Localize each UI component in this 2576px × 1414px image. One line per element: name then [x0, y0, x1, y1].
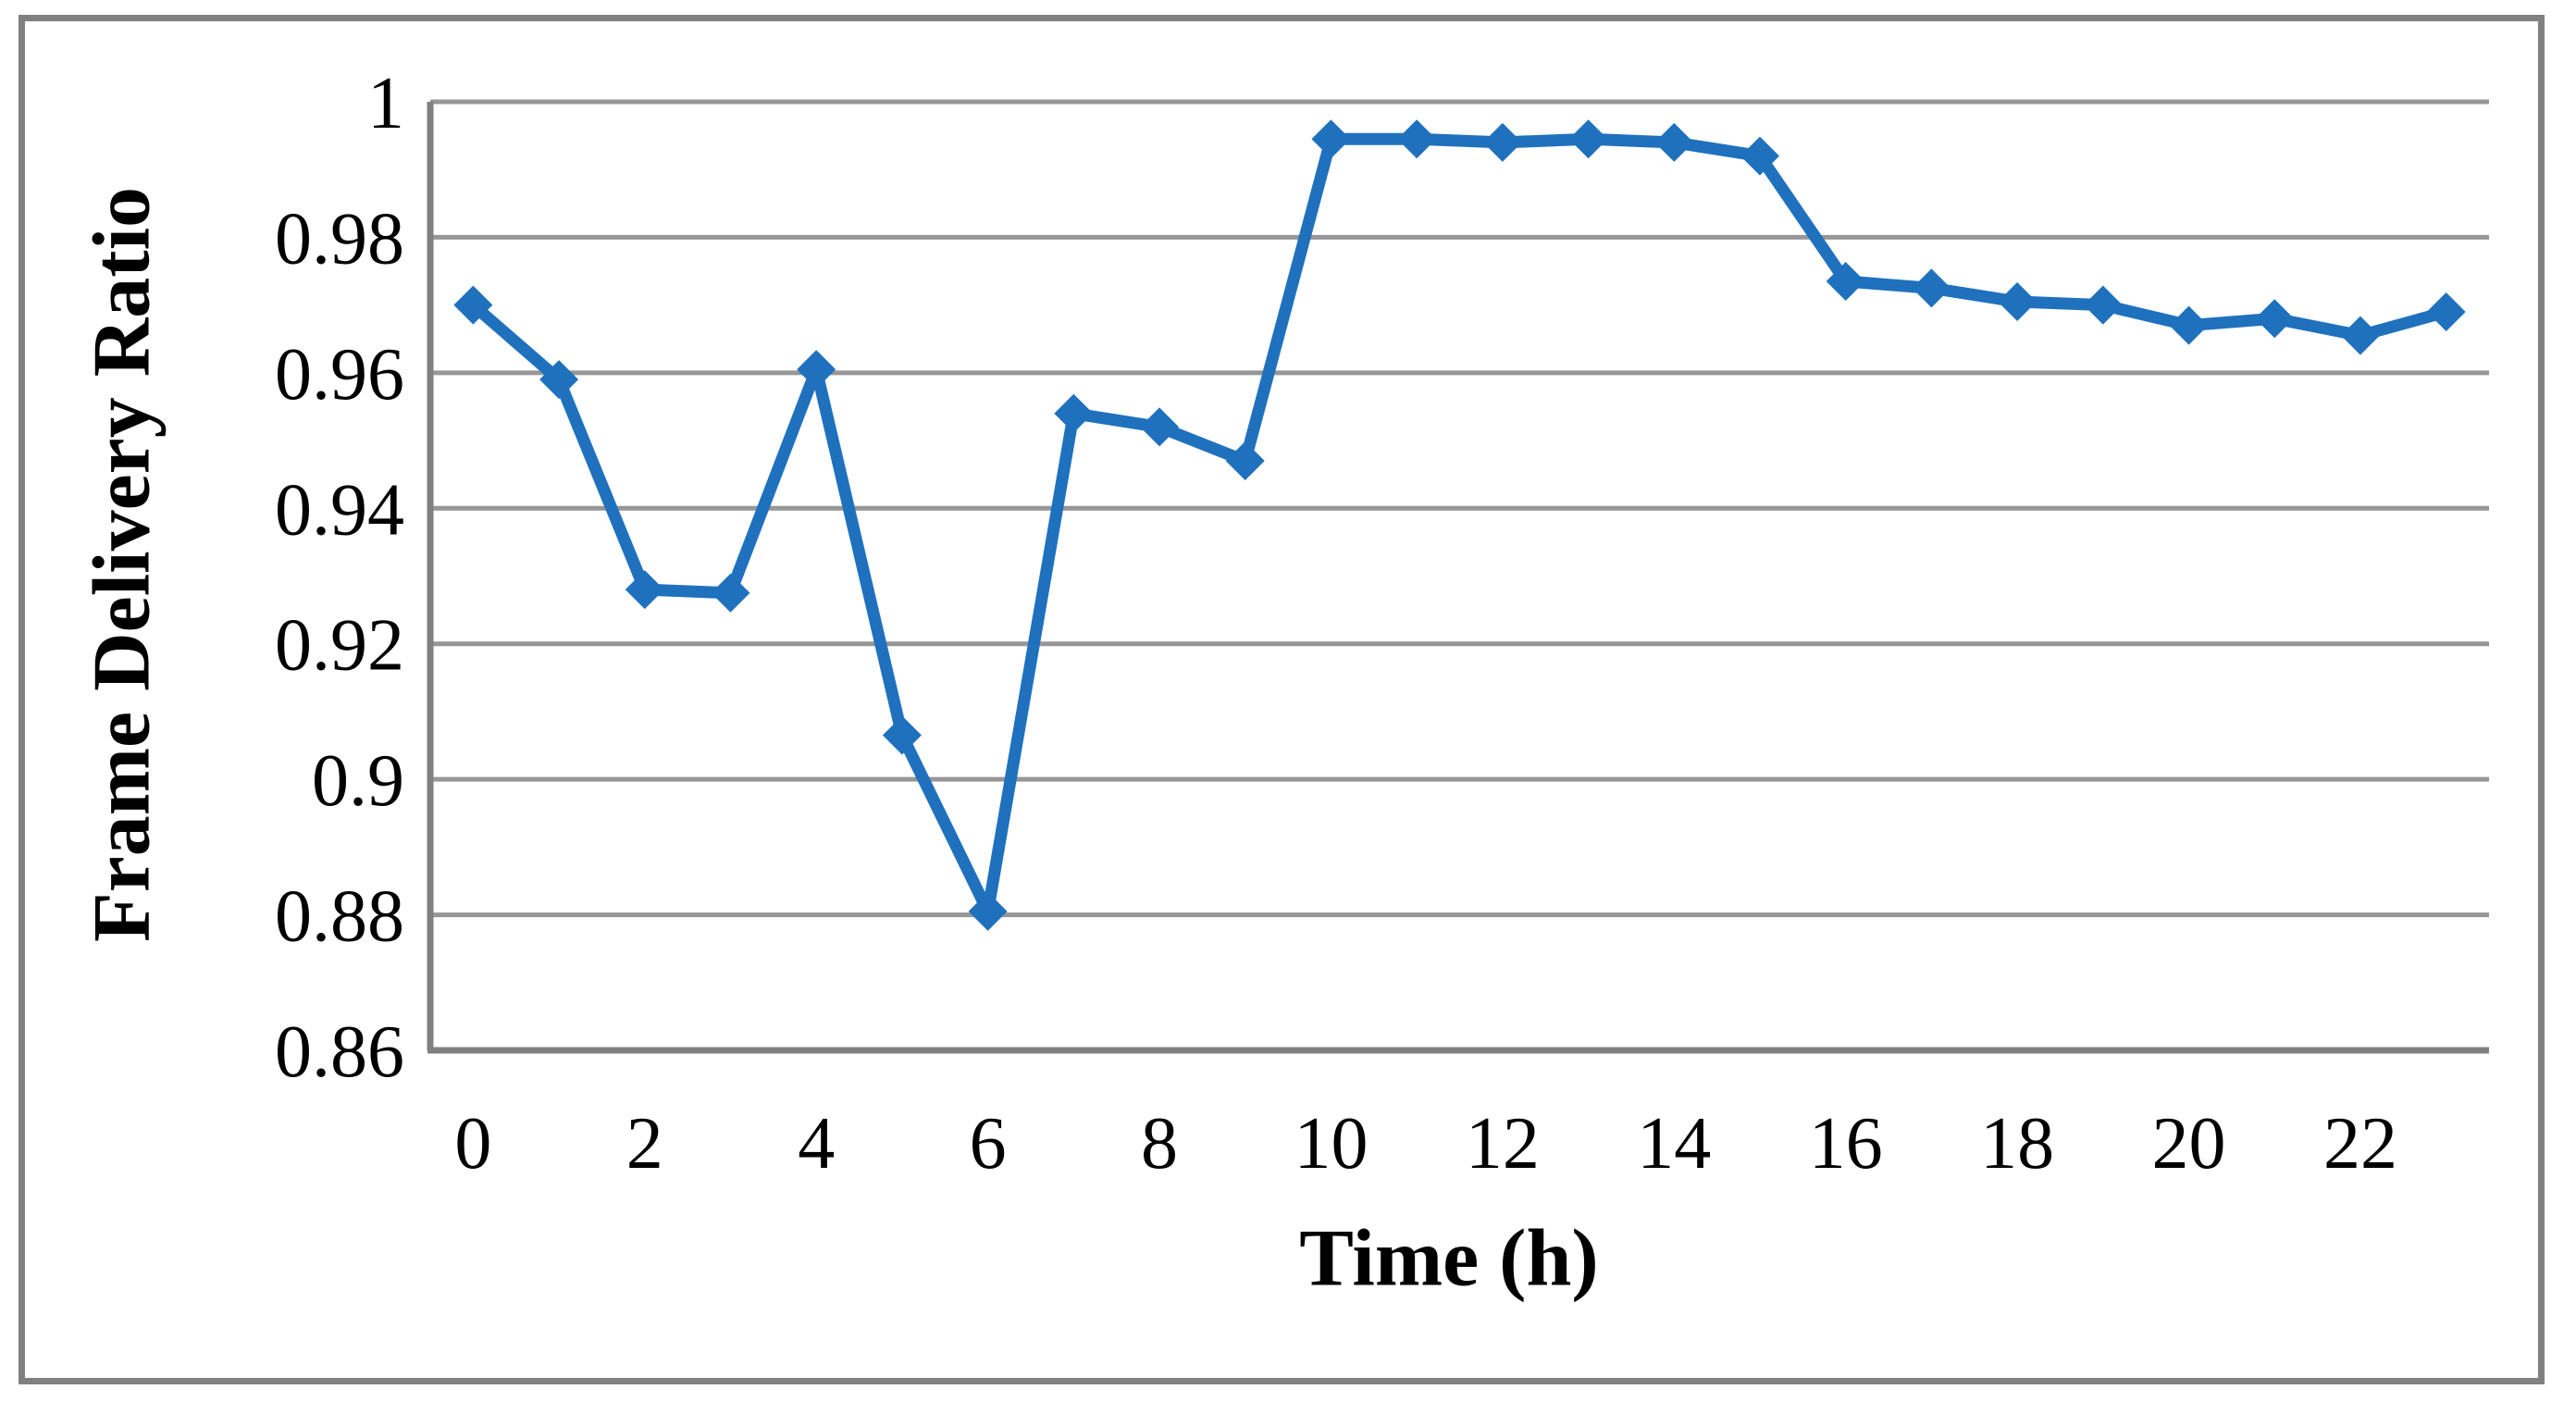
x-tick-label: 22: [2323, 1103, 2397, 1185]
x-tick-label: 6: [970, 1103, 1007, 1185]
data-point-marker: [1054, 393, 1094, 433]
data-point-marker: [968, 891, 1008, 931]
x-tick-label: 2: [626, 1103, 663, 1185]
data-point-marker: [1568, 119, 1608, 159]
data-point-marker: [1912, 268, 1951, 308]
data-point-marker: [453, 285, 493, 325]
data-point-marker: [1397, 119, 1437, 159]
data-point-marker: [539, 360, 579, 400]
x-tick-label: 16: [1809, 1103, 1883, 1185]
data-point-marker: [2340, 316, 2380, 355]
x-tick-label: 8: [1141, 1103, 1178, 1185]
data-point-marker: [1654, 122, 1694, 162]
data-point-marker: [2083, 285, 2123, 325]
data-point-marker: [1998, 281, 2037, 321]
data-point-marker: [2169, 305, 2209, 345]
x-tick-label: 0: [454, 1103, 491, 1185]
data-point-marker: [1225, 441, 1265, 481]
data-point-marker: [1482, 122, 1522, 162]
data-point-marker: [1740, 136, 1779, 176]
y-tick-label: 0.86: [275, 1011, 404, 1093]
data-point-marker: [2255, 299, 2295, 339]
data-point-marker: [797, 350, 836, 390]
data-point-marker: [2426, 291, 2466, 331]
x-tick-label: 18: [1980, 1103, 2054, 1185]
data-point-marker: [625, 570, 664, 610]
y-tick-label: 0.98: [275, 198, 404, 279]
y-axis-title: Frame Delivery Ratio: [77, 186, 167, 943]
x-tick-label: 20: [2152, 1103, 2226, 1185]
x-tick-label: 14: [1637, 1103, 1711, 1185]
y-tick-label: 0.94: [275, 469, 404, 551]
data-point-marker: [1826, 262, 1865, 302]
data-point-marker: [1311, 119, 1351, 159]
y-tick-label: 0.9: [312, 740, 404, 822]
x-axis-title: Time (h): [1299, 1213, 1599, 1304]
y-tick-label: 0.88: [275, 876, 404, 958]
y-tick-label: 0.92: [275, 605, 404, 687]
figure-border: [19, 15, 2545, 1384]
y-tick-label: 0.96: [275, 334, 404, 416]
x-tick-label: 10: [1294, 1103, 1368, 1185]
x-tick-label: 4: [798, 1103, 835, 1185]
data-point-marker: [1140, 407, 1180, 447]
series-line: [466, 132, 2453, 918]
data-point-marker: [882, 715, 922, 755]
data-point-marker: [711, 573, 750, 613]
x-tick-label: 12: [1466, 1103, 1540, 1185]
y-tick-label: 1: [367, 63, 404, 144]
